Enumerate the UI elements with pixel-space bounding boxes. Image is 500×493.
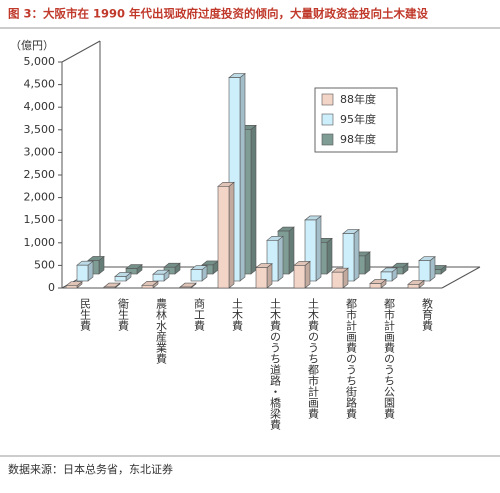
bar — [152, 273, 165, 282]
axis — [61, 40, 101, 63]
y-axis-label: （億円） — [10, 39, 54, 52]
source: 数据来源：日本总务省，东北证券 — [8, 462, 173, 476]
bar-side — [315, 215, 322, 282]
y-tick-label: 1,500 — [24, 213, 56, 226]
x-tick-label: 商工費 — [193, 297, 206, 331]
bar — [141, 284, 154, 289]
bar — [255, 267, 268, 289]
bar — [103, 286, 116, 289]
x-tick-label: 土木費のうち道路・橋梁費 — [269, 298, 282, 430]
bar — [342, 233, 355, 282]
y-tick-label: 4,500 — [24, 78, 56, 91]
bar — [179, 286, 192, 289]
bar-side — [250, 124, 257, 275]
y-tick-label: 3,000 — [24, 145, 56, 158]
x-tick-label: 都市計画費のうち街路費 — [345, 298, 358, 419]
bar-side — [277, 235, 284, 282]
x-tick-label: 土木費 — [231, 298, 244, 331]
bar — [418, 260, 431, 282]
legend-swatch — [321, 113, 334, 126]
x-tick-label: 土木費のうち都市計画費 — [307, 298, 320, 419]
bar-side — [304, 260, 311, 289]
bar — [217, 186, 230, 289]
bar — [125, 268, 138, 275]
bar-top — [103, 282, 121, 288]
y-tick-label: 0 — [48, 281, 55, 294]
x-tick-label: 衛生費 — [117, 298, 130, 331]
y-tick-label: 3,500 — [24, 123, 56, 136]
bar-side — [326, 237, 333, 275]
chart-title: 图 3：大阪市在 1990 年代出现政府过度投资的倾向，大量财政资金投向土木建设 — [8, 7, 429, 21]
y-tick-label: 4,000 — [24, 100, 56, 113]
legend-swatch — [321, 133, 334, 146]
bar — [190, 269, 203, 282]
bar-side — [288, 226, 295, 275]
bar-side — [353, 228, 360, 282]
x-tick-label: 民生費 — [79, 298, 92, 331]
bar-side — [239, 72, 246, 282]
legend-label: 95年度 — [340, 112, 376, 126]
bar — [76, 264, 89, 282]
y-tick-label: 2,500 — [24, 168, 56, 181]
bar — [369, 283, 382, 289]
bar — [114, 276, 127, 282]
y-tick-label: 5,000 — [24, 55, 56, 68]
y-tick-label: 500 — [34, 258, 55, 271]
x-tick-label: 農林水産業費 — [155, 297, 168, 364]
x-tick-label: 教育費 — [421, 298, 434, 331]
bar — [293, 265, 306, 289]
bar — [65, 285, 78, 289]
y-tick-label: 1,000 — [24, 236, 56, 249]
legend-label: 88年度 — [340, 92, 376, 106]
bar-top — [179, 282, 197, 288]
bar — [407, 284, 420, 289]
x-tick-label: 都市計画費のうち公園費 — [383, 298, 396, 419]
legend-label: 98年度 — [340, 132, 376, 146]
legend-swatch — [321, 93, 334, 106]
bar — [266, 240, 279, 282]
bar — [228, 77, 241, 282]
bar-side — [228, 181, 235, 289]
axis — [441, 266, 481, 289]
y-tick-label: 2,000 — [24, 191, 56, 204]
bar — [331, 271, 344, 289]
bar — [304, 219, 317, 282]
bar — [380, 271, 393, 282]
